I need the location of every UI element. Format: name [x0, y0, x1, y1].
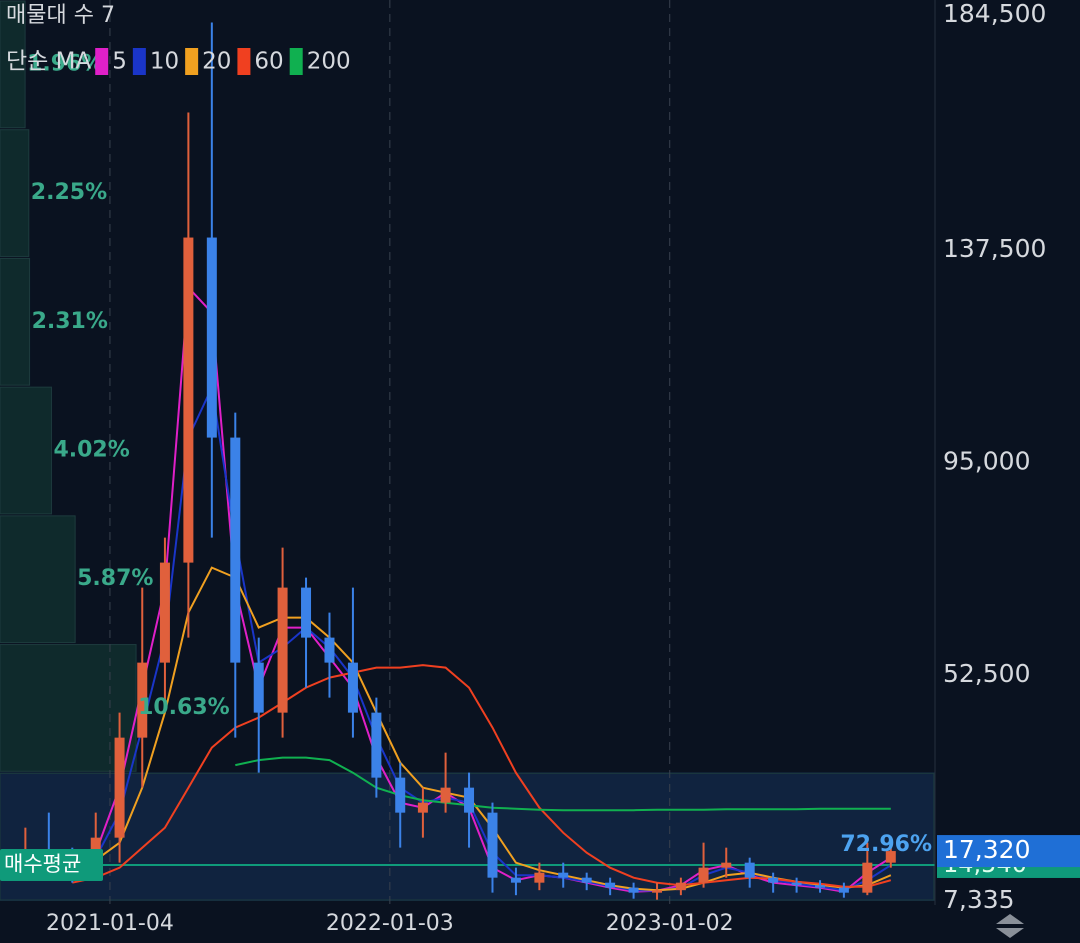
candle-body: [137, 662, 148, 738]
candle-body: [628, 887, 639, 893]
candle-body: [675, 882, 686, 891]
current-price: 17,320: [943, 835, 1030, 864]
candle-body: [768, 877, 779, 883]
legend-swatch: [289, 48, 303, 75]
candle-body: [253, 662, 264, 713]
y-tick-label: 52,500: [943, 659, 1030, 688]
candle-body: [440, 787, 451, 803]
profile-bar: [0, 772, 935, 901]
legend-label: 60: [254, 49, 283, 75]
profile-bar: [0, 257, 31, 386]
profile-bar: [0, 129, 30, 257]
candle-body: [301, 587, 312, 638]
candle-body: [721, 862, 732, 868]
profile-bar: [0, 515, 76, 644]
profile-label: 5.87%: [77, 566, 153, 591]
candle-body: [114, 737, 125, 838]
candle-body: [862, 862, 873, 893]
candle-body: [395, 777, 406, 813]
candle-body: [183, 237, 194, 563]
y-tick-label: 95,000: [943, 447, 1030, 476]
candle-body: [277, 587, 288, 713]
candle-body: [206, 237, 217, 438]
candle-body: [417, 802, 428, 813]
profile-label: 2.31%: [32, 309, 108, 334]
profile-label: 1.96%: [27, 51, 103, 76]
indicator-title: 매물대 수 7: [6, 3, 115, 28]
candle-body: [652, 890, 663, 893]
candle-body: [581, 877, 592, 883]
candle-body: [534, 872, 545, 883]
candle-body: [698, 867, 709, 883]
arrow-down[interactable]: [996, 928, 1024, 938]
candle-body: [371, 712, 382, 778]
profile-label: 4.02%: [53, 438, 129, 463]
current-price-tag: [937, 835, 1080, 868]
legend-label: 5: [112, 49, 127, 75]
x-tick-label: 2022-01-03: [326, 911, 454, 936]
legend-label: 10: [150, 49, 179, 75]
ma-line: [235, 756, 891, 812]
candle-body: [464, 787, 475, 813]
candle-body: [815, 885, 826, 888]
profile-label: 72.96%: [840, 832, 932, 857]
x-tick-label: 2023-01-02: [606, 911, 734, 936]
candle-body: [838, 887, 849, 893]
candle-body: [791, 882, 802, 886]
candle-body: [324, 637, 335, 663]
legend-swatch: [132, 48, 146, 75]
profile-bar: [0, 0, 26, 129]
candle-body: [605, 882, 616, 888]
average-buy-badge: [0, 848, 103, 881]
candle-body: [230, 437, 241, 663]
x-tick-label: 2021-01-04: [46, 911, 174, 936]
legend-swatch: [237, 48, 251, 75]
candle-body: [744, 862, 755, 878]
y-tick-label: 137,500: [943, 234, 1046, 263]
candle-body: [487, 812, 498, 878]
profile-bar: [0, 644, 137, 772]
candle-body: [558, 872, 569, 878]
profile-bar: [0, 386, 52, 515]
legend-swatch: [95, 48, 109, 75]
ma-legend-title: 단순 MA: [6, 49, 91, 75]
profile-label: 2.25%: [31, 180, 107, 205]
y-tick-label: 7,335: [943, 885, 1015, 914]
average-buy-name: 매수평균: [4, 852, 81, 876]
legend-swatch: [185, 48, 199, 75]
candle-body: [347, 662, 358, 713]
ma-line: [72, 664, 892, 888]
candle-body: [510, 877, 521, 883]
scroll-icon[interactable]: [996, 914, 1024, 938]
candle-body: [885, 851, 896, 863]
y-tick-label: 184,500: [943, 0, 1046, 28]
legend-label: 200: [307, 49, 351, 75]
legend-label: 20: [202, 49, 231, 75]
profile-label: 10.63%: [138, 695, 230, 720]
arrow-up[interactable]: [996, 914, 1024, 924]
candle-body: [159, 562, 170, 663]
